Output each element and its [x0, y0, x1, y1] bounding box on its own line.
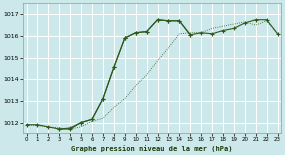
X-axis label: Graphe pression niveau de la mer (hPa): Graphe pression niveau de la mer (hPa) — [71, 145, 233, 152]
